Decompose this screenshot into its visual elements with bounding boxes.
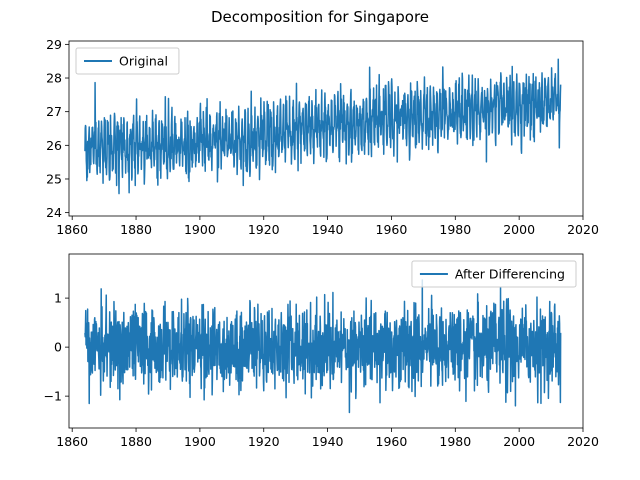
y-tick-label: 1 [54, 291, 62, 306]
x-tick-label: 2000 [503, 434, 535, 449]
y-tick-label: 0 [54, 340, 62, 355]
y-tick-label: 28 [46, 71, 62, 86]
legend-box [75, 47, 180, 75]
x-tick-label: 1920 [248, 434, 280, 449]
differenced-x-axis: 1860 1880 1900 1920 1940 1960 1980 2000 2020 [56, 428, 599, 449]
original-subplot: 1860 1880 1900 1920 1940 1960 1980 2000 2020 242… [46, 37, 599, 237]
x-tick-label: 1980 [439, 434, 471, 449]
original-axes-frame [68, 40, 584, 217]
original-series-line [84, 58, 562, 195]
x-tick-label: 2020 [567, 222, 599, 237]
x-tick-label: 1940 [312, 222, 344, 237]
differenced-y-axis: −1 0 1 [44, 291, 69, 404]
x-tick-label: 1900 [184, 222, 216, 237]
x-tick-label: 2020 [567, 434, 599, 449]
x-tick-label: 1980 [439, 222, 471, 237]
legend-entry-original: Original [119, 54, 168, 69]
x-tick-label: 1920 [248, 222, 280, 237]
original-x-axis: 1860 1880 1900 1920 1940 1960 1980 2000 2020 [56, 216, 599, 237]
original-legend: Original [75, 47, 180, 75]
original-y-axis: 24 25 26 27 28 29 [46, 37, 69, 220]
differenced-legend: After Differencing [411, 260, 577, 288]
differenced-series-line [84, 279, 562, 414]
series-line-after-differencing [84, 279, 562, 414]
differenced-axes-frame [68, 253, 584, 429]
x-tick-label: 1860 [56, 434, 88, 449]
y-tick-label: 26 [46, 138, 62, 153]
x-tick-label: 1900 [184, 434, 216, 449]
x-tick-label: 1880 [120, 222, 152, 237]
legend-box [411, 260, 577, 288]
x-tick-label: 1960 [376, 434, 408, 449]
legend-entry-after-differencing: After Differencing [455, 267, 565, 282]
y-tick-label: 24 [46, 205, 62, 220]
y-tick-label: −1 [44, 389, 62, 404]
x-tick-label: 1860 [56, 222, 88, 237]
y-tick-label: 29 [46, 37, 62, 52]
y-tick-label: 27 [46, 104, 62, 119]
x-tick-label: 1960 [376, 222, 408, 237]
x-tick-label: 2000 [503, 222, 535, 237]
y-tick-label: 25 [46, 171, 62, 186]
series-line-original [84, 58, 562, 195]
differenced-subplot: 1860 1880 1900 1920 1940 1960 1980 2000 2020 −1 0… [44, 253, 599, 449]
x-tick-label: 1940 [312, 434, 344, 449]
figure-title: Decomposition for Singapore [211, 8, 429, 26]
x-tick-label: 1880 [120, 434, 152, 449]
